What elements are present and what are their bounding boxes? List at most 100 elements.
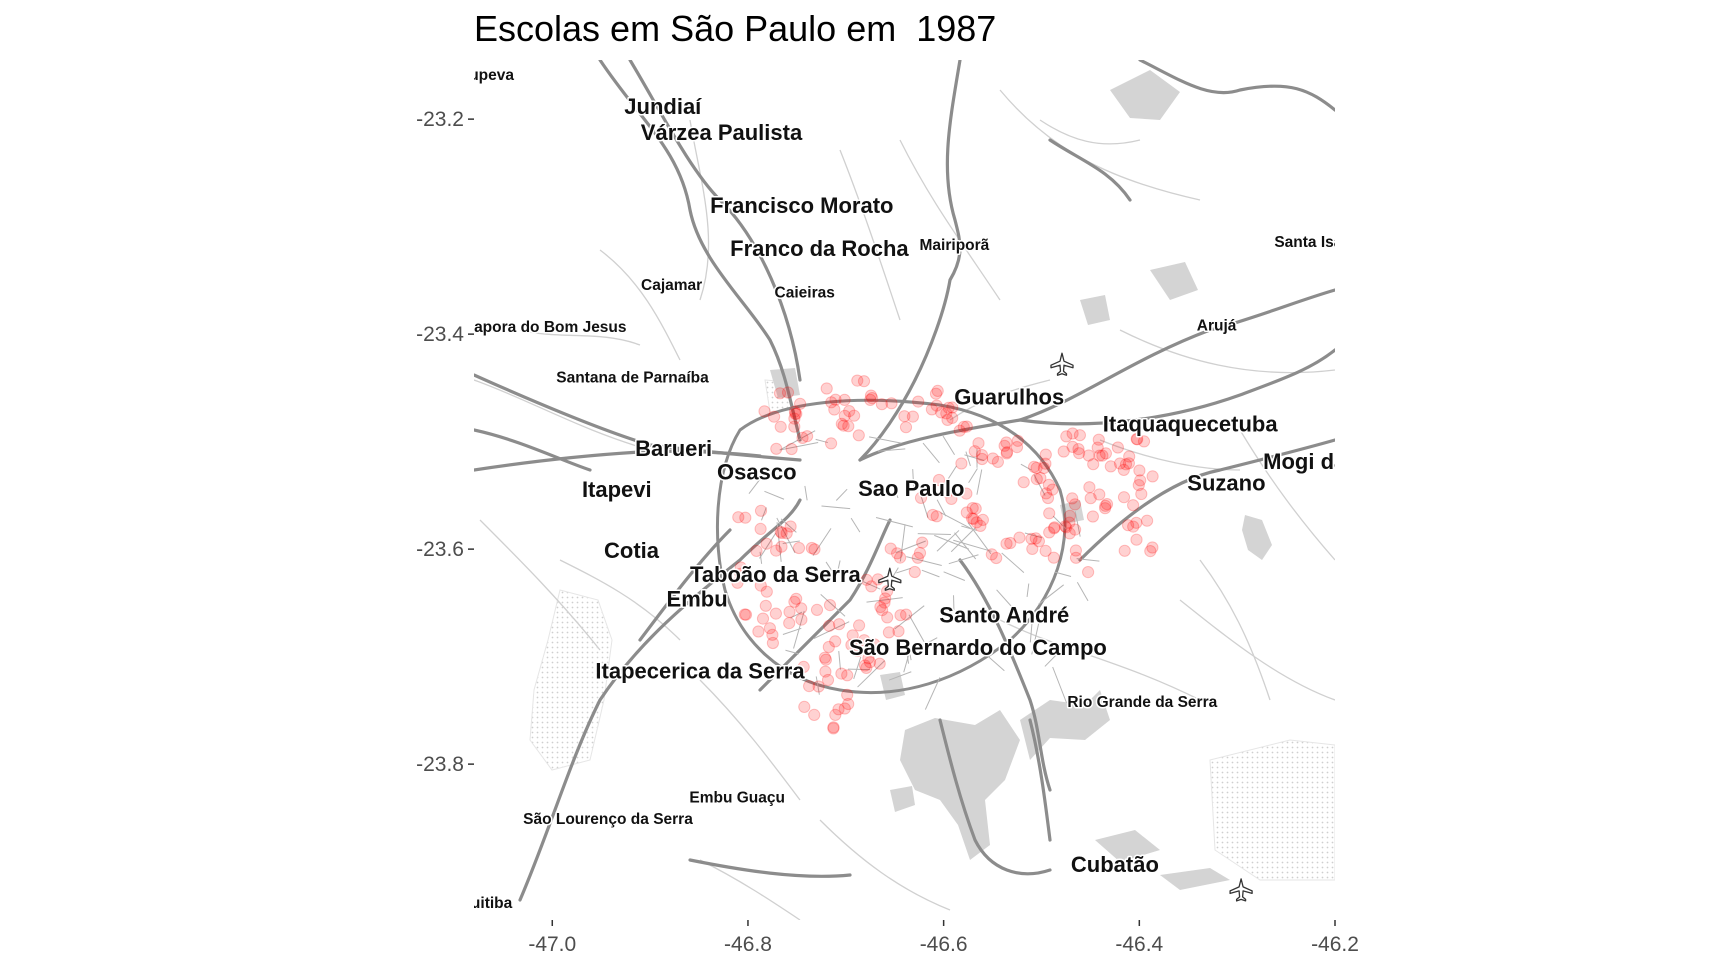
highway-12	[1028, 718, 1052, 842]
minor-road-5	[999, 89, 1201, 201]
school-point	[1041, 491, 1055, 505]
school-point	[1099, 499, 1112, 512]
school-point	[783, 617, 796, 630]
school-point	[828, 403, 841, 416]
school-point	[957, 420, 970, 433]
minor-road-13	[819, 819, 951, 911]
street-segment	[888, 671, 912, 681]
place-label: Barueri	[635, 436, 712, 461]
place-label: Jundiaí	[624, 94, 702, 119]
school-point	[1118, 544, 1131, 557]
school-point	[960, 506, 973, 519]
x-tick-label: -46.6	[920, 933, 968, 956]
school-point	[734, 561, 747, 574]
highway-2	[628, 60, 802, 382]
school-point	[1026, 542, 1039, 556]
street-segment	[1076, 582, 1089, 602]
school-point	[790, 592, 803, 605]
school-point	[739, 511, 752, 524]
school-point	[1099, 447, 1113, 460]
minor-road-16	[949, 379, 1051, 421]
street-segment	[964, 454, 985, 461]
school-point	[1082, 449, 1095, 462]
school-point	[756, 612, 770, 625]
airplane-shape	[1050, 352, 1074, 376]
street-segment	[942, 435, 956, 456]
school-point	[876, 604, 889, 617]
school-point	[935, 406, 948, 419]
street-segment	[782, 627, 802, 635]
street-segment	[835, 488, 848, 501]
school-point	[838, 393, 851, 406]
school-point	[931, 384, 944, 397]
school-point	[1060, 521, 1073, 534]
school-point	[865, 580, 878, 593]
school-point	[970, 516, 983, 529]
school-point	[942, 401, 955, 414]
school-point	[894, 609, 907, 622]
school-point	[760, 537, 773, 550]
school-point	[1048, 521, 1061, 534]
school-point	[823, 619, 836, 632]
airplane-icon	[1050, 352, 1074, 376]
street-segment	[1026, 583, 1030, 597]
school-point	[781, 386, 795, 399]
school-point	[774, 525, 787, 538]
school-point	[841, 688, 854, 702]
school-point	[912, 395, 925, 408]
highway-11	[938, 718, 1052, 876]
street-segment	[1076, 558, 1100, 562]
street-segment	[869, 436, 902, 444]
street-segment	[759, 551, 763, 564]
school-point	[820, 382, 833, 395]
school-point	[1087, 458, 1100, 471]
water-body-9	[890, 786, 915, 812]
street-segment	[790, 611, 803, 619]
street-segment	[825, 561, 834, 573]
school-point	[969, 502, 982, 515]
school-point	[752, 625, 765, 638]
school-point	[1063, 509, 1077, 523]
school-point	[801, 430, 814, 443]
school-point	[1048, 522, 1061, 535]
school-point	[967, 512, 980, 526]
school-point	[1123, 450, 1136, 463]
minor-road-14	[1039, 119, 1141, 145]
place-label: Mogi da	[1263, 449, 1347, 474]
street-segment	[776, 517, 796, 554]
school-point	[858, 634, 871, 647]
street-segment	[950, 527, 976, 553]
minor-road-12	[1179, 599, 1335, 701]
school-point	[845, 638, 858, 652]
school-point	[860, 573, 873, 586]
school-point	[884, 542, 897, 555]
street-segment	[1001, 552, 1025, 573]
school-point	[1047, 551, 1060, 564]
school-point	[1039, 544, 1052, 558]
school-point	[785, 442, 798, 456]
highway-10	[758, 518, 892, 692]
school-point	[780, 527, 793, 540]
school-point	[825, 396, 838, 409]
school-point	[822, 640, 835, 654]
place-label: Franco da Rocha	[730, 236, 909, 261]
street-segment	[857, 660, 886, 688]
street-segment	[907, 645, 912, 661]
street-segment	[948, 554, 979, 565]
school-point	[1086, 510, 1100, 523]
place-label: São Bernardo do Campo	[849, 635, 1107, 660]
street-segment	[943, 571, 966, 581]
place-label: Cajamar	[641, 277, 702, 294]
street-segment	[776, 522, 782, 562]
school-point	[774, 420, 787, 433]
place-label: uitiba	[471, 895, 513, 912]
school-point	[1072, 443, 1085, 456]
street-segment	[838, 650, 841, 670]
x-tick-label: -47.0	[528, 933, 576, 956]
minor-road-11	[479, 519, 601, 651]
school-point	[792, 541, 806, 555]
school-point	[864, 389, 878, 402]
school-point	[1096, 449, 1109, 462]
airplane-shape	[878, 567, 902, 591]
school-point	[853, 619, 866, 632]
